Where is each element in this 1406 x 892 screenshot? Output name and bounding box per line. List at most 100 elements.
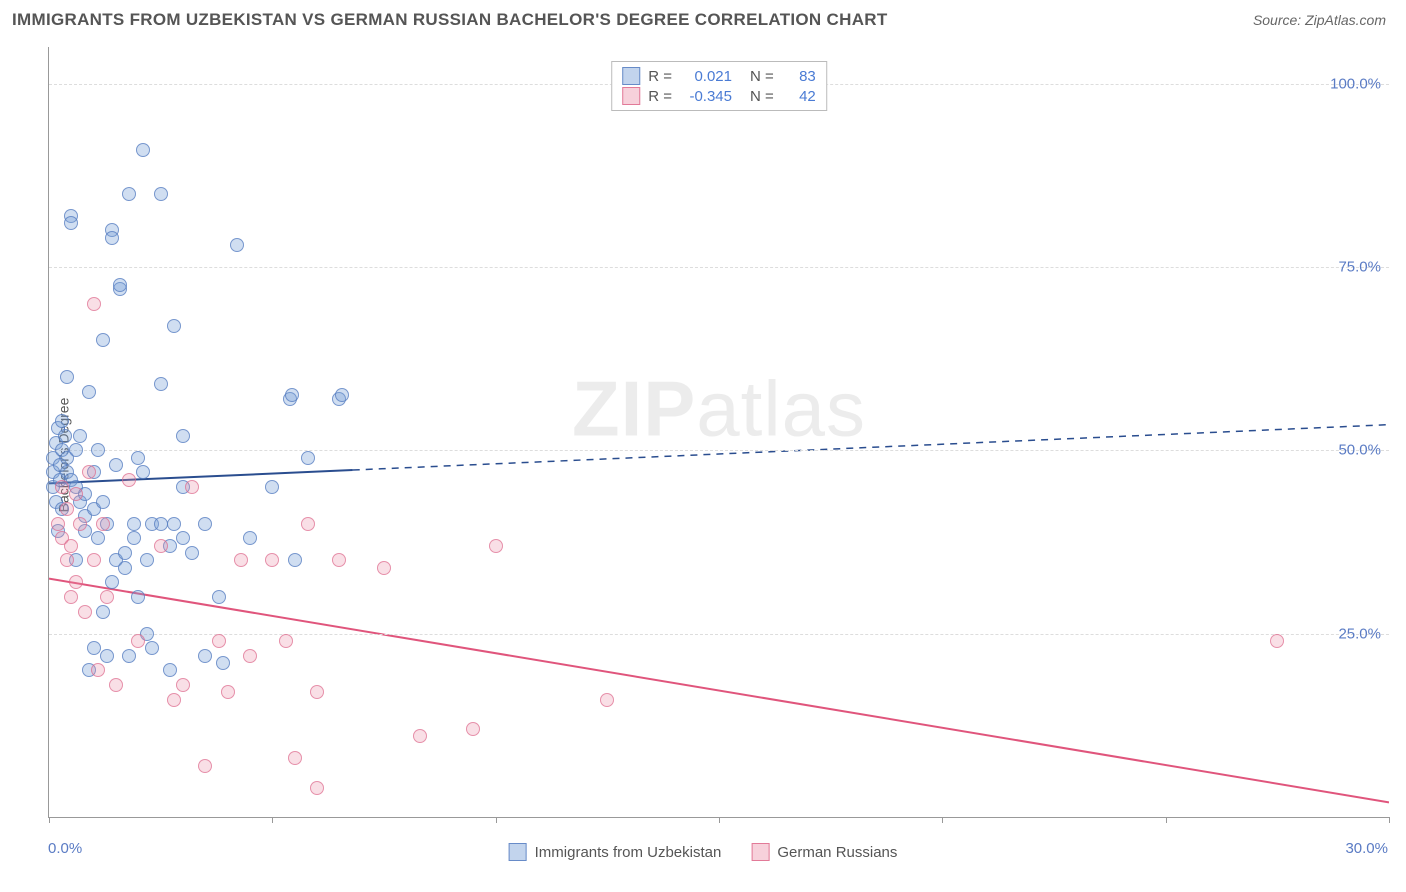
data-point <box>413 729 427 743</box>
trend-lines <box>49 47 1389 817</box>
legend-series: Immigrants from Uzbekistan German Russia… <box>509 843 898 861</box>
data-point <box>216 656 230 670</box>
data-point <box>60 553 74 567</box>
data-point <box>100 649 114 663</box>
y-tick-label: 50.0% <box>1338 442 1381 459</box>
x-tick <box>272 817 273 823</box>
x-tick <box>719 817 720 823</box>
y-tick-label: 25.0% <box>1338 625 1381 642</box>
data-point <box>109 458 123 472</box>
data-point <box>55 480 69 494</box>
title-bar: IMMIGRANTS FROM UZBEKISTAN VS GERMAN RUS… <box>0 0 1406 35</box>
data-point <box>118 546 132 560</box>
data-point <box>58 429 72 443</box>
data-point <box>140 553 154 567</box>
data-point <box>301 517 315 531</box>
data-point <box>87 553 101 567</box>
data-point <box>105 231 119 245</box>
gridline <box>49 267 1389 268</box>
data-point <box>377 561 391 575</box>
data-point <box>335 388 349 402</box>
data-point <box>466 722 480 736</box>
data-point <box>96 333 110 347</box>
legend-item: German Russians <box>751 843 897 861</box>
data-point <box>127 531 141 545</box>
data-point <box>212 590 226 604</box>
data-point <box>82 465 96 479</box>
legend-stats-box: R = 0.021 N = 83 R = -0.345 N = 42 <box>611 61 827 111</box>
r-value-pink: -0.345 <box>684 88 732 105</box>
data-point <box>154 377 168 391</box>
n-value-blue: 83 <box>786 68 816 85</box>
gridline <box>49 634 1389 635</box>
data-point <box>185 480 199 494</box>
data-point <box>1270 634 1284 648</box>
data-point <box>60 502 74 516</box>
n-value-pink: 42 <box>786 88 816 105</box>
data-point <box>212 634 226 648</box>
data-point <box>91 531 105 545</box>
data-point <box>69 575 83 589</box>
data-point <box>243 649 257 663</box>
legend-item: Immigrants from Uzbekistan <box>509 843 722 861</box>
data-point <box>113 278 127 292</box>
data-point <box>310 781 324 795</box>
plot-container: Bachelor's Degree ZIPatlas R = 0.021 N =… <box>0 35 1406 875</box>
legend-stats-row: R = -0.345 N = 42 <box>622 86 816 106</box>
data-point <box>310 685 324 699</box>
data-point <box>91 663 105 677</box>
watermark: ZIPatlas <box>572 363 866 454</box>
plot-area: ZIPatlas R = 0.021 N = 83 R = -0.345 N =… <box>48 47 1389 818</box>
gridline <box>49 450 1389 451</box>
data-point <box>73 517 87 531</box>
data-point <box>127 517 141 531</box>
data-point <box>87 641 101 655</box>
data-point <box>122 187 136 201</box>
x-tick <box>1389 817 1390 823</box>
data-point <box>131 634 145 648</box>
data-point <box>64 590 78 604</box>
data-point <box>489 539 503 553</box>
r-label: R = <box>648 68 672 85</box>
data-point <box>96 605 110 619</box>
data-point <box>131 451 145 465</box>
data-point <box>64 216 78 230</box>
data-point <box>69 443 83 457</box>
data-point <box>288 553 302 567</box>
legend-label-blue: Immigrants from Uzbekistan <box>535 844 722 861</box>
swatch-pink-icon <box>751 843 769 861</box>
data-point <box>243 531 257 545</box>
data-point <box>154 187 168 201</box>
data-point <box>122 649 136 663</box>
data-point <box>131 590 145 604</box>
data-point <box>96 495 110 509</box>
data-point <box>234 553 248 567</box>
n-label: N = <box>750 88 774 105</box>
data-point <box>332 553 346 567</box>
data-point <box>105 575 119 589</box>
data-point <box>91 443 105 457</box>
data-point <box>301 451 315 465</box>
data-point <box>176 678 190 692</box>
data-point <box>109 678 123 692</box>
r-label: R = <box>648 88 672 105</box>
r-value-blue: 0.021 <box>684 68 732 85</box>
data-point <box>198 517 212 531</box>
watermark-atlas: atlas <box>696 364 866 452</box>
data-point <box>136 465 150 479</box>
data-point <box>64 539 78 553</box>
data-point <box>279 634 293 648</box>
data-point <box>87 297 101 311</box>
data-point <box>288 751 302 765</box>
data-point <box>265 553 279 567</box>
data-point <box>163 663 177 677</box>
data-point <box>285 388 299 402</box>
data-point <box>198 649 212 663</box>
swatch-blue-icon <box>509 843 527 861</box>
data-point <box>73 429 87 443</box>
data-point <box>154 539 168 553</box>
data-point <box>600 693 614 707</box>
data-point <box>60 370 74 384</box>
data-point <box>167 693 181 707</box>
data-point <box>82 385 96 399</box>
